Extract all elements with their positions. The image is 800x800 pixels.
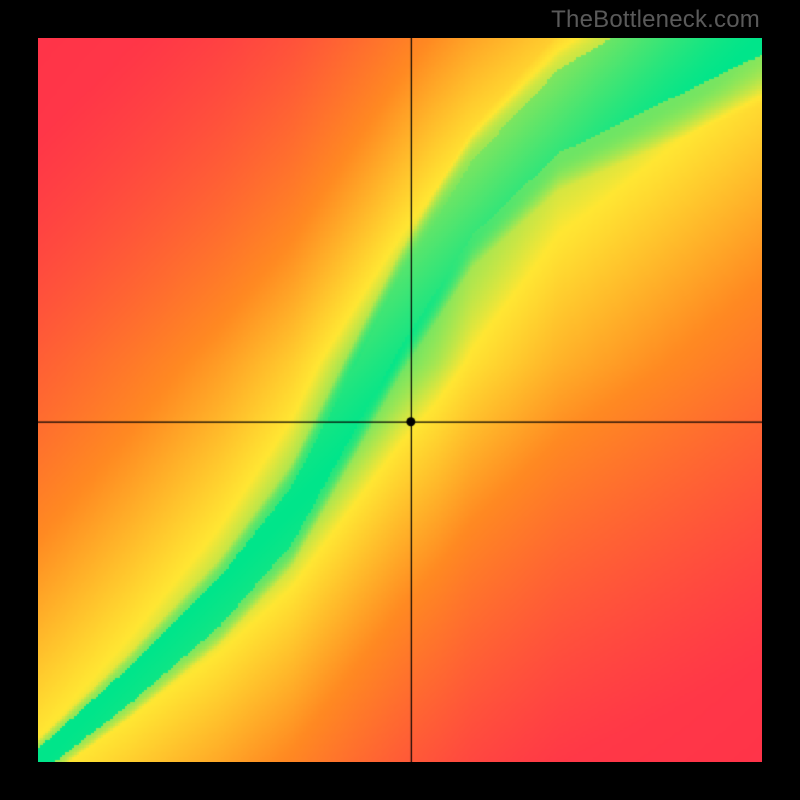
chart-frame: TheBottleneck.com xyxy=(0,0,800,800)
watermark-text: TheBottleneck.com xyxy=(551,6,760,34)
crosshair-overlay xyxy=(38,38,762,762)
